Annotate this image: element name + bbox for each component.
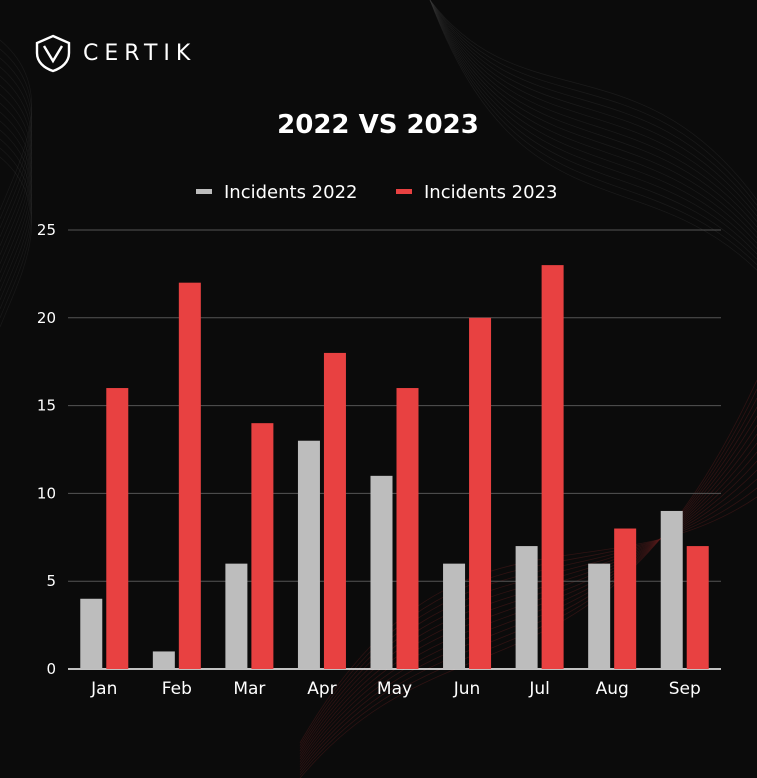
x-tick-label: May bbox=[377, 679, 412, 699]
wave-line bbox=[429, 0, 757, 212]
wave-line bbox=[429, 0, 757, 222]
bar-jan-2022 bbox=[80, 598, 103, 669]
bar-sep-2022 bbox=[660, 510, 683, 669]
x-tick-label: Sep bbox=[669, 679, 701, 699]
wave-line bbox=[429, 0, 757, 228]
bar-sep-2023 bbox=[686, 546, 709, 669]
wave-line bbox=[429, 0, 757, 255]
wave-line bbox=[0, 75, 33, 247]
y-tick-label: 10 bbox=[37, 484, 56, 502]
bar-jan-2023 bbox=[106, 388, 129, 669]
bar-jul-2023 bbox=[541, 265, 564, 669]
wave-line bbox=[429, 0, 757, 260]
wave-line bbox=[0, 129, 33, 301]
bar-aug-2022 bbox=[588, 563, 611, 669]
y-tick-label: 5 bbox=[46, 572, 56, 590]
wave-line bbox=[0, 102, 33, 274]
grid-lines bbox=[68, 229, 721, 670]
y-tick-label: 25 bbox=[37, 221, 56, 239]
bar-mar-2023 bbox=[251, 423, 274, 669]
wave-line bbox=[0, 156, 33, 328]
x-tick-label: Jun bbox=[453, 679, 481, 699]
legend: Incidents 2022 Incidents 2023 bbox=[196, 182, 558, 203]
bar-mar-2022 bbox=[225, 563, 248, 669]
legend-label-2: Incidents 2023 bbox=[424, 182, 558, 203]
bar-may-2023 bbox=[396, 388, 419, 669]
x-tick-label: Aug bbox=[596, 679, 629, 699]
wave-line bbox=[0, 66, 33, 238]
wave-line bbox=[0, 147, 33, 319]
wave-line bbox=[429, 0, 757, 206]
legend-swatch-2 bbox=[396, 189, 412, 194]
legend-swatch-1 bbox=[196, 189, 212, 194]
bar-feb-2022 bbox=[152, 651, 175, 669]
y-tick-label: 15 bbox=[37, 397, 56, 415]
wave-line bbox=[0, 39, 33, 211]
wave-line bbox=[429, 0, 757, 271]
bar-feb-2023 bbox=[178, 282, 201, 669]
bar-jun-2022 bbox=[443, 563, 466, 669]
chart-title: 2022 VS 2023 bbox=[277, 110, 479, 140]
x-tick-label: Apr bbox=[307, 679, 336, 699]
wave-line bbox=[0, 48, 33, 220]
wave-line bbox=[0, 111, 33, 283]
wave-line bbox=[429, 0, 757, 239]
bar-aug-2023 bbox=[614, 528, 637, 669]
brand-name: CERTIK bbox=[83, 40, 197, 66]
legend-label-1: Incidents 2022 bbox=[224, 182, 358, 203]
wave-line bbox=[0, 93, 33, 265]
wave-line bbox=[0, 84, 33, 256]
wave-line bbox=[429, 0, 757, 233]
certik-logo: CERTIK bbox=[33, 33, 196, 73]
bar-jun-2023 bbox=[469, 317, 492, 669]
wave-line bbox=[429, 0, 757, 249]
wave-line bbox=[429, 0, 757, 244]
bar-apr-2022 bbox=[297, 440, 320, 669]
y-tick-label: 0 bbox=[46, 660, 56, 678]
wave-line bbox=[429, 0, 757, 201]
wave-line bbox=[429, 0, 757, 266]
x-tick-label: Jan bbox=[90, 679, 117, 699]
wave-line bbox=[429, 0, 757, 217]
bar-may-2022 bbox=[370, 475, 393, 669]
y-tick-label: 20 bbox=[37, 309, 56, 327]
x-tick-label: Mar bbox=[233, 679, 265, 699]
x-tick-label: Feb bbox=[162, 679, 192, 699]
wave-line bbox=[0, 57, 33, 229]
x-tick-label: Jul bbox=[528, 679, 550, 699]
wave-line bbox=[0, 120, 33, 292]
certik-shield-icon bbox=[35, 34, 71, 73]
bar-jul-2022 bbox=[515, 546, 538, 669]
wave-line bbox=[0, 138, 33, 310]
bar-apr-2023 bbox=[323, 352, 346, 669]
bars bbox=[80, 265, 709, 669]
x-axis-ticks: Jan Feb Mar Apr May Jun Jul Aug Sep bbox=[90, 679, 701, 699]
y-axis-ticks: 0 5 10 15 20 25 bbox=[37, 221, 56, 678]
